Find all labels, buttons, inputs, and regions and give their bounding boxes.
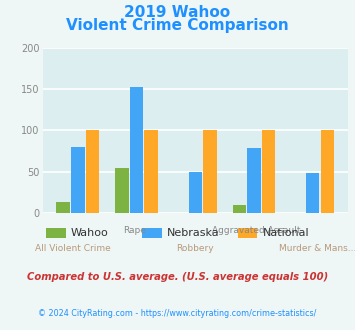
- Text: All Violent Crime: All Violent Crime: [35, 244, 111, 253]
- Bar: [247, 148, 261, 213]
- Text: Violent Crime Comparison: Violent Crime Comparison: [66, 18, 289, 33]
- Text: Robbery: Robbery: [176, 244, 214, 253]
- Bar: [189, 172, 202, 213]
- Bar: [86, 130, 99, 213]
- Text: Compared to U.S. average. (U.S. average equals 100): Compared to U.S. average. (U.S. average …: [27, 272, 328, 282]
- Text: Rape: Rape: [123, 226, 146, 235]
- Bar: [71, 147, 84, 213]
- Text: 2019 Wahoo: 2019 Wahoo: [125, 5, 230, 20]
- Text: © 2024 CityRating.com - https://www.cityrating.com/crime-statistics/: © 2024 CityRating.com - https://www.city…: [38, 309, 317, 317]
- Bar: [144, 130, 158, 213]
- Bar: [203, 130, 217, 213]
- Text: Wahoo: Wahoo: [71, 228, 109, 238]
- Text: Murder & Mans...: Murder & Mans...: [279, 244, 355, 253]
- Bar: [262, 130, 275, 213]
- Text: Aggravated Assault: Aggravated Assault: [212, 226, 301, 235]
- Text: National: National: [263, 228, 309, 238]
- Bar: [321, 130, 334, 213]
- Bar: [56, 202, 70, 213]
- Bar: [233, 205, 246, 213]
- Bar: [130, 87, 143, 213]
- Bar: [115, 168, 129, 213]
- Bar: [306, 173, 320, 213]
- Text: Nebraska: Nebraska: [167, 228, 219, 238]
